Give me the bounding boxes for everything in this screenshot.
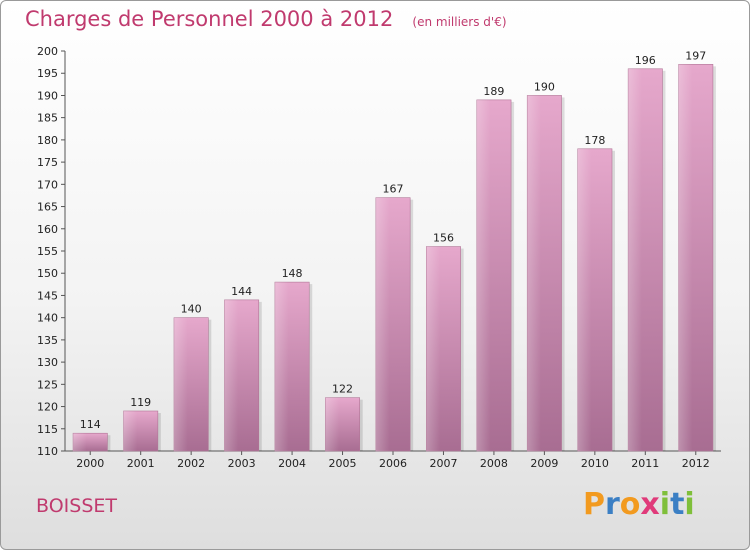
bar-highlight [426,246,441,451]
bar-highlight [577,148,592,451]
data-label-2006: 167 [383,183,404,196]
bar-highlight [476,99,491,451]
data-label-2003: 144 [231,285,252,298]
y-tick-label: 135 [37,334,58,347]
bar-highlight [325,397,340,451]
x-tick-label: 2000 [76,457,104,470]
logo-letter: r [605,487,620,522]
y-tick-label: 165 [37,201,58,214]
data-label-2005: 122 [332,383,353,396]
x-tick-label: 2004 [278,457,306,470]
data-label-2007: 156 [433,232,454,245]
y-tick-label: 170 [37,178,58,191]
proxiti-logo: Proxiti [583,487,695,522]
y-tick-label: 155 [37,245,58,258]
data-label-2009: 190 [534,80,555,93]
x-tick-label: 2007 [429,457,457,470]
logo-letter: P [583,487,605,522]
y-tick-label: 130 [37,356,58,369]
y-tick-label: 180 [37,134,58,147]
y-tick-label: 125 [37,378,58,391]
bar-highlight [123,411,138,451]
data-labels: 114 119 140 144 148 122 167 156 189 190 178 196 197 [80,49,707,431]
x-tick-label: 2005 [329,457,357,470]
y-tick-label: 175 [37,156,58,169]
data-label-2002: 140 [181,303,202,316]
data-label-2004: 148 [282,267,303,280]
x-tick-label: 2003 [228,457,256,470]
bar-highlight [73,433,87,451]
bar-highlight [274,282,289,451]
data-label-2011: 196 [635,54,656,67]
x-tick-label: 2008 [480,457,508,470]
x-tick-label: 2010 [581,457,609,470]
logo-letter: o [619,487,641,522]
commune-name: BOISSET [36,495,117,517]
y-tick-label: 195 [37,67,58,80]
logo-letter: i [684,487,695,522]
chart-subtitle: (en milliers d'€) [412,15,507,29]
bar-highlight [628,68,642,452]
chart-title: Charges de Personnel 2000 à 2012 [25,7,394,31]
y-tick-label: 145 [37,289,58,302]
title-block: Charges de Personnel 2000 à 2012 (en mil… [25,7,507,31]
x-tick-label: 2006 [379,457,407,470]
bar-highlight [678,64,693,452]
x-tick-label: 2011 [631,457,659,470]
y-tick-label: 110 [37,445,58,458]
bar-highlight [173,317,188,451]
data-label-2008: 189 [483,85,504,98]
bar-highlight [527,95,541,451]
logo-letter: i [659,487,671,522]
y-tick-label: 160 [37,223,58,236]
y-tick-label: 200 [37,45,58,58]
y-tick-label: 185 [37,112,58,125]
x-tick-label: 2002 [177,457,205,470]
data-label-2001: 119 [130,396,151,409]
x-tick-label: 2012 [682,457,710,470]
logo-letter: x [640,487,660,522]
y-tick-label: 120 [37,401,58,414]
data-label-2012: 197 [685,49,706,62]
y-tick-label: 190 [37,89,58,102]
x-tick-label: 2009 [530,457,558,470]
y-tick-label: 150 [37,267,58,280]
bar-highlight [224,299,239,451]
y-tick-label: 115 [37,423,58,436]
axes: 110 115 120 125 130 135 140 145 150 155 160 165 170 1… [37,45,721,470]
bar-highlight [375,197,390,451]
y-tick-label: 140 [37,312,58,325]
bars [72,64,716,452]
data-label-2000: 114 [80,418,101,431]
data-label-2010: 178 [584,134,605,147]
logo-letter: t [670,487,685,522]
x-tick-label: 2001 [127,457,155,470]
